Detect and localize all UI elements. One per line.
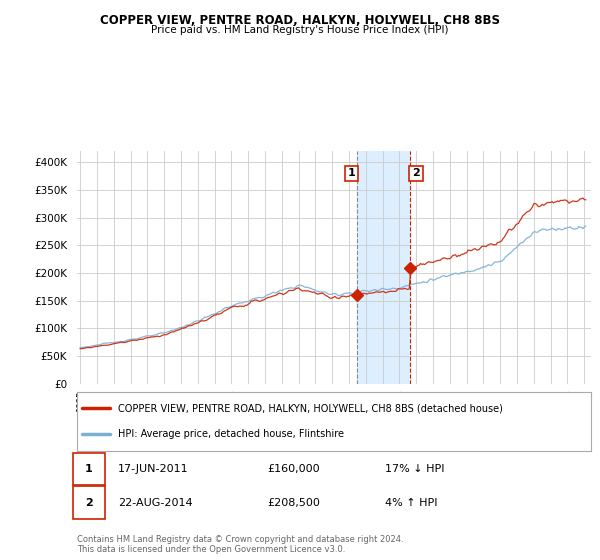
Bar: [357, 151, 410, 384]
Text: 1: 1: [348, 169, 356, 178]
Text: 22-AUG-2014: 22-AUG-2014: [118, 497, 193, 507]
Text: £208,500: £208,500: [267, 497, 320, 507]
Text: COPPER VIEW, PENTRE ROAD, HALKYN, HOLYWELL, CH8 8BS (detached house): COPPER VIEW, PENTRE ROAD, HALKYN, HOLYWE…: [118, 403, 503, 413]
Text: COPPER VIEW, PENTRE ROAD, HALKYN, HOLYWELL, CH8 8BS: COPPER VIEW, PENTRE ROAD, HALKYN, HOLYWE…: [100, 14, 500, 27]
Text: 2: 2: [85, 497, 92, 507]
Text: 17-JUN-2011: 17-JUN-2011: [118, 464, 188, 474]
Text: Contains HM Land Registry data © Crown copyright and database right 2024.
This d: Contains HM Land Registry data © Crown c…: [77, 535, 403, 554]
Text: 4% ↑ HPI: 4% ↑ HPI: [385, 497, 438, 507]
Text: 1: 1: [85, 464, 92, 474]
Text: Price paid vs. HM Land Registry's House Price Index (HPI): Price paid vs. HM Land Registry's House …: [151, 25, 449, 35]
FancyBboxPatch shape: [73, 453, 104, 485]
Text: 2: 2: [412, 169, 420, 178]
Text: HPI: Average price, detached house, Flintshire: HPI: Average price, detached house, Flin…: [118, 430, 344, 440]
Text: £160,000: £160,000: [267, 464, 320, 474]
Text: 17% ↓ HPI: 17% ↓ HPI: [385, 464, 445, 474]
FancyBboxPatch shape: [73, 487, 104, 519]
